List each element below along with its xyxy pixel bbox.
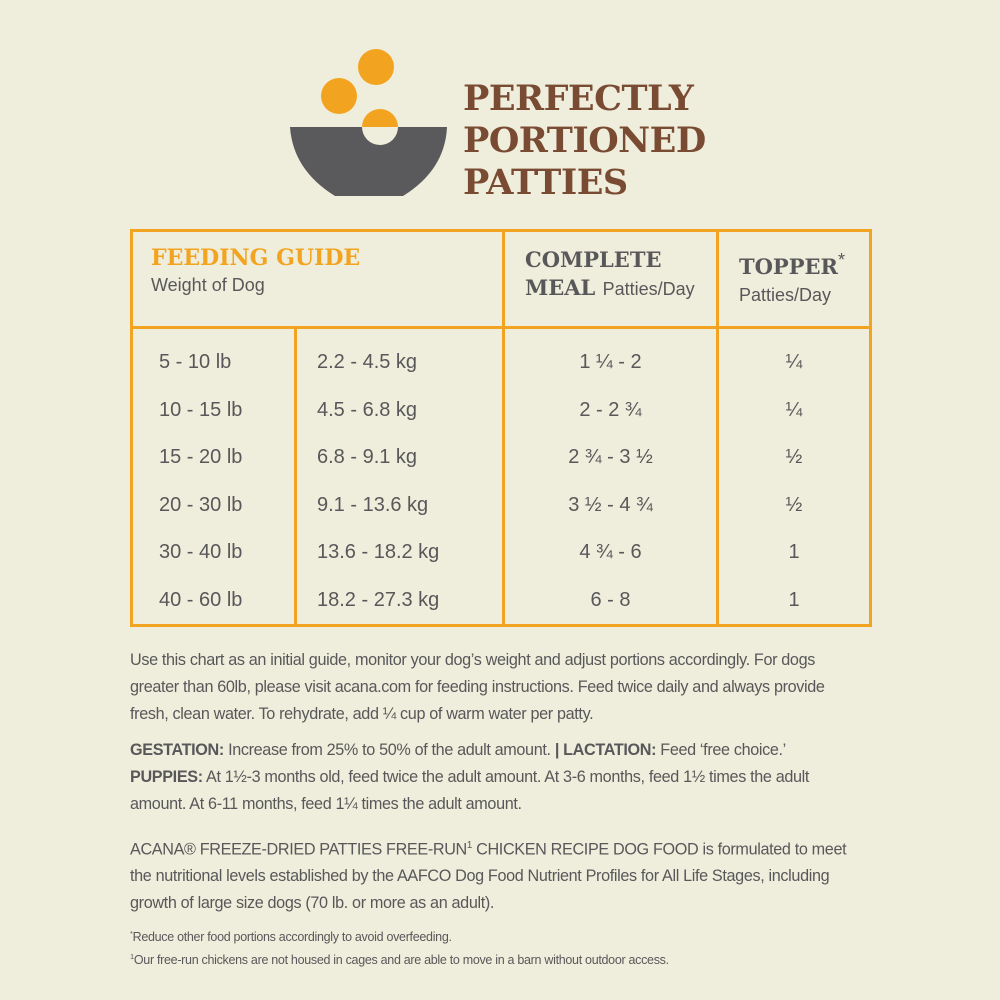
weight-lb: 30 - 40 lb (159, 541, 243, 564)
meal-label: MEAL (525, 275, 596, 300)
weight-kg: 9.1 - 13.6 kg (294, 481, 504, 529)
aafco-text: CHICKEN RECIPE DOG FOOD is formulated to… (130, 840, 847, 913)
topper-unit: Patties/Day (739, 285, 832, 305)
topper-footnote-mark: * (837, 250, 845, 270)
title-line: PERFECTLY (463, 78, 694, 119)
weight-kg: 2.2 - 4.5 kg (294, 327, 504, 387)
weight-kg: 6.8 - 9.1 kg (294, 434, 504, 482)
complete-meal-value: 2 - 2 ¾ (502, 386, 718, 434)
title-line: PATTIES (463, 162, 628, 203)
feeding-guide-header: FEEDING GUIDE Weight of Dog (131, 230, 504, 329)
weight-kg: 13.6 - 18.2 kg (294, 529, 504, 577)
footnote-text: Our free-run chickens are not housed in … (133, 953, 669, 968)
lactation-text: Feed ‘free choice.’ (656, 741, 786, 759)
puppies-label: PUPPIES: (130, 768, 203, 786)
complete-meal-value: 6 - 8 (502, 576, 718, 626)
weight-lb: 15 - 20 lb (159, 446, 243, 469)
complete-label: COMPLETE (525, 247, 662, 272)
complete-meal-value: 2 ¾ - 3 ½ (502, 434, 718, 482)
lactation-label: | LACTATION: (554, 741, 657, 759)
footnote: *Reduce other food portions accordingly … (130, 924, 850, 947)
table-header: FEEDING GUIDE Weight of Dog COMPLETE MEA… (131, 230, 871, 329)
aafco-paragraph: ACANA® FREEZE-DRIED PATTIES FREE-RUN1 CH… (130, 832, 850, 917)
complete-unit: Patties/Day (602, 279, 695, 299)
topper-value: 1 (716, 529, 871, 577)
topper-header: TOPPER* Patties/Day (716, 230, 871, 329)
footnote-mark: 1 (130, 952, 134, 962)
life-stage-paragraph: GESTATION: Increase from 25% to 50% of t… (130, 737, 850, 818)
weight-lb: 10 - 15 lb (159, 398, 243, 421)
gestation-text: Increase from 25% to 50% of the adult am… (223, 741, 555, 759)
gestation-label: GESTATION: (130, 741, 224, 759)
topper-value: ¼ (716, 327, 871, 387)
complete-meal-value: 1 ¼ - 2 (502, 327, 718, 387)
weight-kg: 4.5 - 6.8 kg (294, 386, 504, 434)
title-line: PORTIONED (463, 120, 706, 161)
feeding-guide-label: FEEDING GUIDE (151, 245, 361, 271)
feeding-guide-table: FEEDING GUIDE Weight of Dog COMPLETE MEA… (130, 229, 872, 627)
puppies-text: At 1½-3 months old, feed twice the adult… (130, 768, 810, 813)
weight-kg: 18.2 - 27.3 kg (294, 576, 504, 626)
topper-value: ¼ (716, 386, 871, 434)
weight-lb: 5 - 10 lb (159, 351, 232, 374)
aafco-text: ACANA® FREEZE-DRIED PATTIES FREE-RUN (130, 840, 467, 859)
footnote-mark: 1 (466, 840, 472, 851)
footnotes: *Reduce other food portions accordingly … (130, 924, 850, 970)
weight-label: Weight of Dog (151, 275, 265, 295)
topper-value: ½ (716, 434, 871, 482)
topper-label: TOPPER (739, 254, 838, 279)
footnote-mark: * (130, 929, 133, 938)
complete-meal-value: 4 ¾ - 6 (502, 529, 718, 577)
complete-meal-header: COMPLETE MEAL Patties/Day (502, 230, 718, 329)
bowl-with-patties-icon (290, 49, 447, 196)
intro-paragraph: Use this chart as an initial guide, moni… (130, 651, 825, 723)
weight-lb: 40 - 60 lb (159, 588, 243, 611)
weight-lb: 20 - 30 lb (159, 493, 243, 516)
complete-meal-value: 3 ½ - 4 ¾ (502, 481, 718, 529)
footnote: 1Our free-run chickens are not housed in… (130, 947, 850, 970)
page-title: PERFECTLY PORTIONED PATTIES (463, 78, 706, 204)
topper-value: ½ (716, 481, 871, 529)
topper-value: 1 (716, 576, 871, 626)
footnote-text: Reduce other food portions accordingly t… (132, 930, 452, 945)
